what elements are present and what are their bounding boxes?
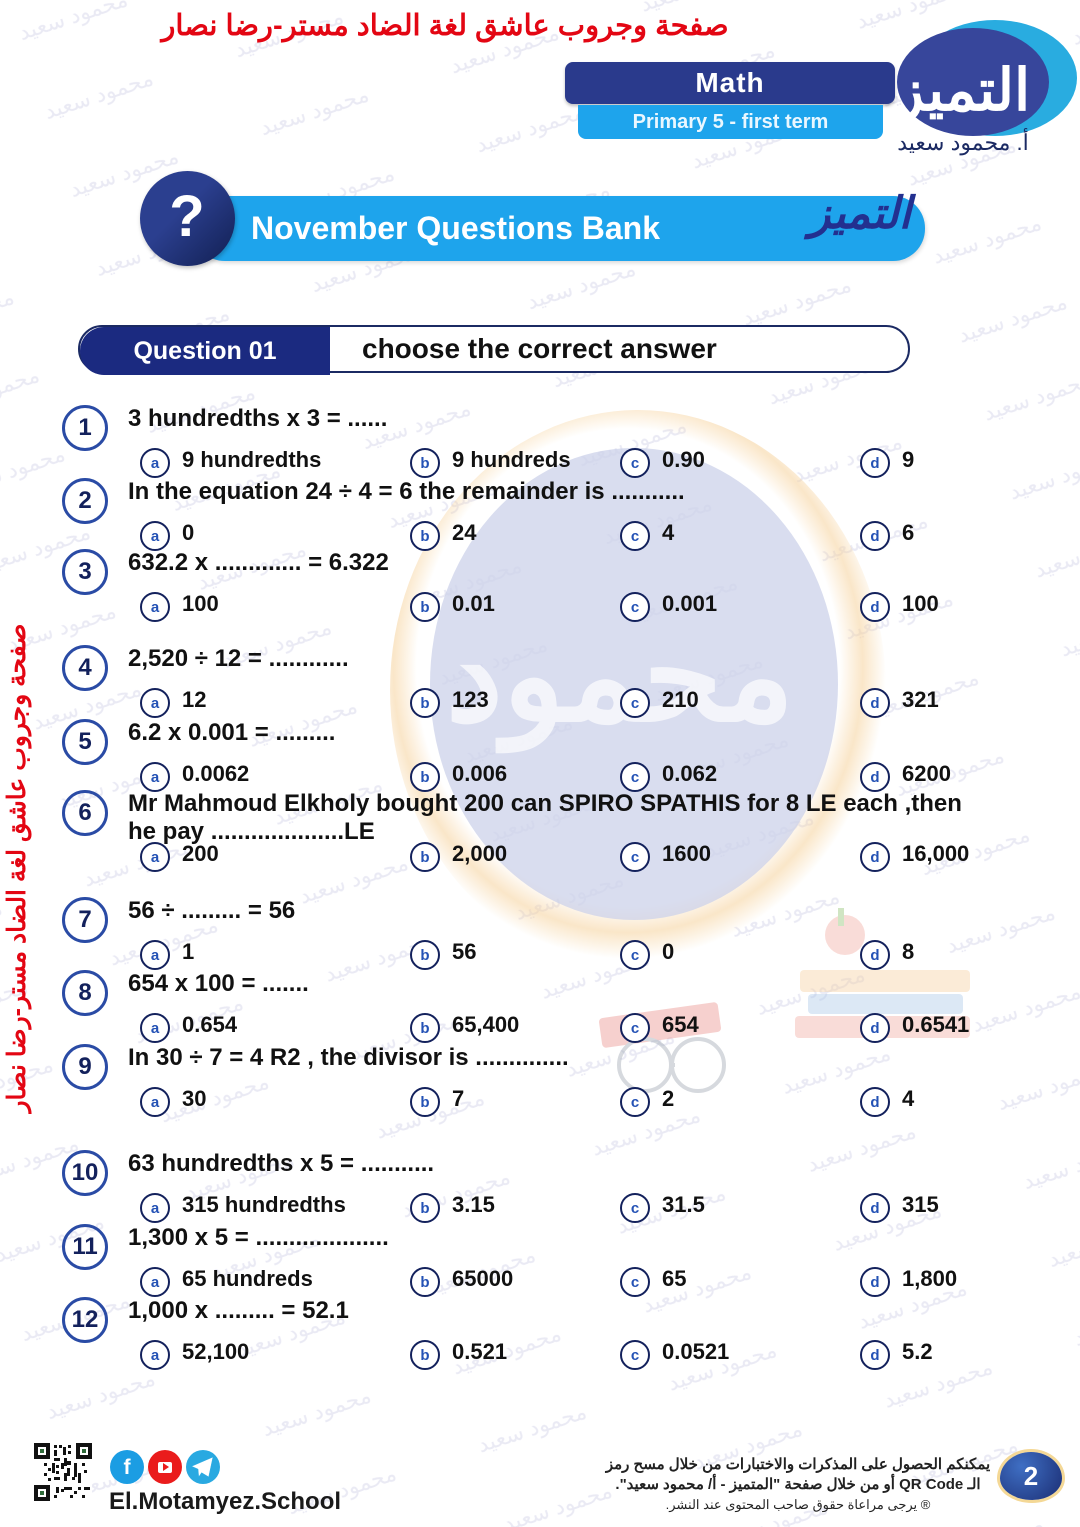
svg-text:أ. محمود سعيد: أ. محمود سعيد bbox=[897, 127, 1029, 156]
svg-text:التميز: التميز bbox=[892, 58, 1030, 126]
svg-text:?: ? bbox=[169, 184, 204, 249]
svg-text:f: f bbox=[123, 1455, 131, 1479]
